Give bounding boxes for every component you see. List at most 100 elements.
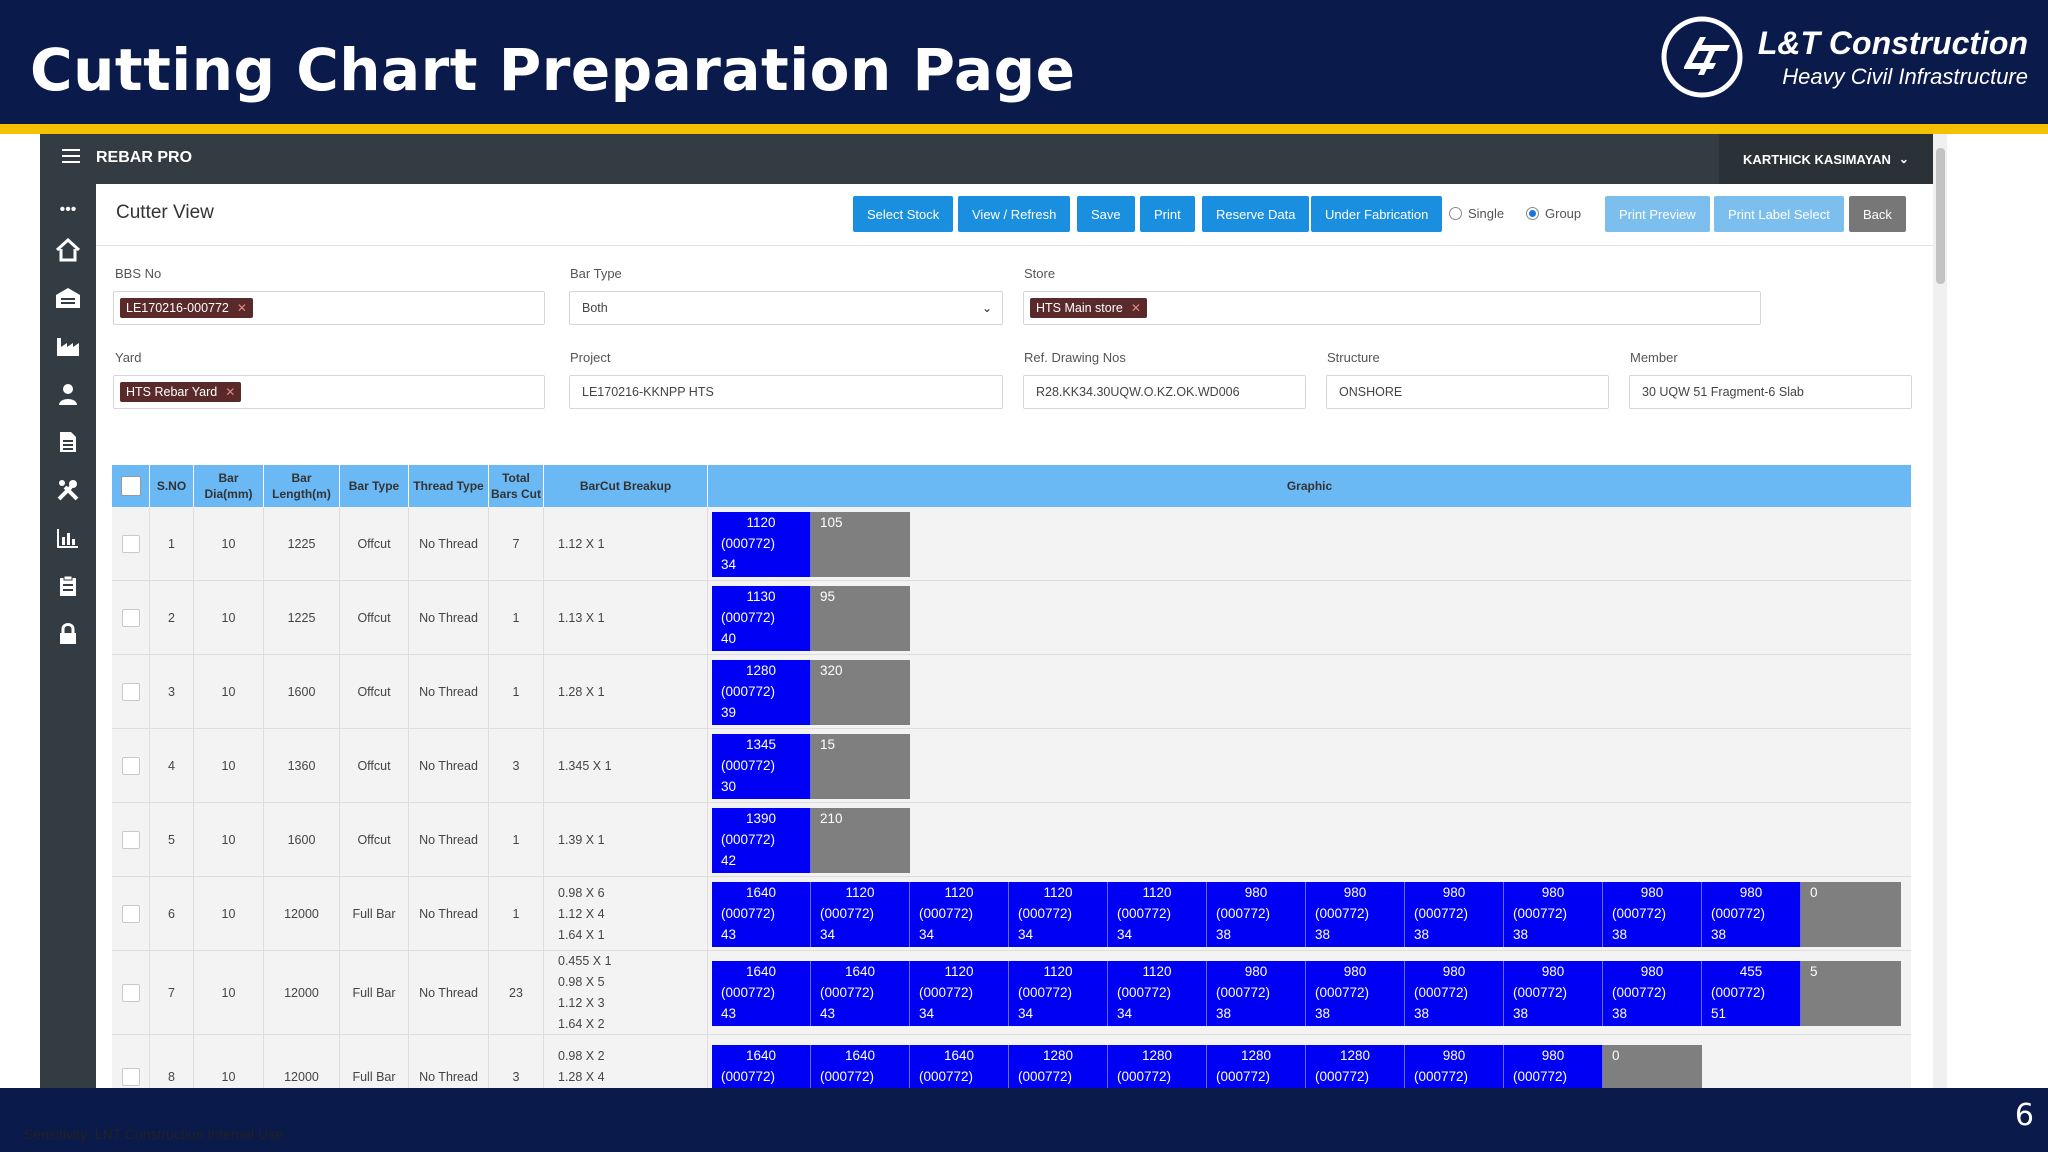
cut-segment[interactable]: 980(000772)38 (1306, 882, 1405, 947)
cut-segment[interactable]: 1640(000772)43 (910, 1045, 1009, 1088)
clipboard-icon[interactable] (40, 568, 96, 604)
row-checkbox[interactable] (121, 831, 140, 849)
cut-segment[interactable]: 980(000772)38 (1504, 961, 1603, 1026)
table-row[interactable]: 3 10 1600 Offcut No Thread 1 1.28 X 1 1280 (0007… (112, 655, 1911, 729)
row-checkbox[interactable] (121, 1068, 140, 1086)
project-field[interactable]: LE170216-KKNPP HTS (569, 375, 1003, 409)
cut-segment[interactable]: 980(000772)38 (1405, 882, 1504, 947)
cut-segment[interactable]: 1640(000772)43 (712, 961, 811, 1026)
cut-segment[interactable]: 1280(000772)39 (1009, 1045, 1108, 1088)
member-field[interactable]: 30 UQW 51 Fragment-6 Slab (1629, 375, 1912, 409)
table-row[interactable]: 2 10 1225 Offcut No Thread 1 1.13 X 1 1130 (0007… (112, 581, 1911, 655)
remove-chip-icon[interactable]: ✕ (1130, 301, 1141, 315)
print-label-select-button[interactable]: Print Label Select (1714, 196, 1844, 232)
cut-segment[interactable]: 1120 (000772) 34 (1108, 882, 1207, 947)
document-icon[interactable] (40, 424, 96, 460)
cut-segment[interactable]: 1280(000772)39 (1207, 1045, 1306, 1088)
cut-segment[interactable]: 1640(000772)43 (811, 961, 910, 1026)
print-button[interactable]: Print (1140, 196, 1195, 232)
cut-segment[interactable]: 1120 (000772) 34 (811, 882, 910, 947)
cut-segment[interactable]: 980(000772)38 (1504, 1045, 1603, 1088)
waste-segment[interactable]: 105 (811, 512, 910, 577)
remove-chip-icon[interactable]: ✕ (236, 301, 247, 315)
cut-segment[interactable]: 1120 (000772) 34 (910, 882, 1009, 947)
factory-icon[interactable] (40, 328, 96, 364)
cut-segment[interactable]: 1280(000772)39 (712, 660, 811, 725)
lock-icon[interactable] (40, 616, 96, 652)
cut-segment[interactable]: 1640(000772)43 (712, 882, 811, 947)
cut-segment[interactable]: 1120 (000772) 34 (1009, 882, 1108, 947)
table-row[interactable]: 4 10 1360 Offcut No Thread 3 1.345 X 1 1345 (000… (112, 729, 1911, 803)
hamburger-menu-icon[interactable] (62, 149, 80, 165)
ref-drawing-field[interactable]: R28.KK34.30UQW.O.KZ.OK.WD006 (1023, 375, 1306, 409)
cut-segment[interactable]: 980(000772)38 (1603, 961, 1702, 1026)
cut-segment[interactable]: 1640(000772)43 (712, 1045, 811, 1088)
waste-segment[interactable]: 210 (811, 808, 910, 873)
waste-segment[interactable]: 0 (1801, 882, 1901, 947)
select-stock-button[interactable]: Select Stock (853, 196, 954, 232)
vertical-scrollbar[interactable] (1933, 134, 1947, 1088)
user-icon[interactable] (40, 376, 96, 412)
save-button[interactable]: Save (1077, 196, 1135, 232)
row-checkbox[interactable] (121, 609, 140, 627)
table-row[interactable]: 7 10 12000 Full Bar No Thread 23 0.455 X 1 0.98… (112, 951, 1911, 1035)
row-checkbox[interactable] (121, 535, 140, 553)
reserve-data-button[interactable]: Reserve Data (1202, 196, 1310, 232)
row-checkbox[interactable] (121, 757, 140, 775)
store-field[interactable]: HTS Main store ✕ (1023, 291, 1761, 325)
cut-segment[interactable]: 980(000772)38 (1405, 1045, 1504, 1088)
back-button[interactable]: Back (1849, 196, 1906, 232)
cut-segment[interactable]: 1120 (000772) 34 (1108, 961, 1207, 1026)
table-row[interactable]: 1 10 1225 Offcut No Thread 7 1.12 X 1 1120 (0007… (112, 507, 1911, 581)
group-radio[interactable]: Group (1526, 206, 1581, 221)
warehouse-icon[interactable] (40, 280, 96, 316)
row-checkbox[interactable] (121, 984, 140, 1002)
cut-segment[interactable]: 980(000772)38 (1702, 882, 1801, 947)
cut-segment[interactable]: 1120 (000772) 34 (910, 961, 1009, 1026)
bar-type-select[interactable]: Both ⌄ (569, 291, 1003, 325)
cut-segment[interactable]: 1280(000772)39 (1108, 1045, 1207, 1088)
user-menu[interactable]: KARTHICK KASIMAYAN ⌄ (1719, 134, 1933, 184)
cut-segment[interactable]: 1345 (000772) 30 (712, 734, 811, 799)
row-checkbox[interactable] (121, 905, 140, 923)
cut-segment[interactable]: 980(000772)38 (1207, 961, 1306, 1026)
scrollbar-thumb[interactable] (1936, 148, 1945, 284)
waste-segment[interactable]: 95 (811, 586, 910, 651)
cut-segment[interactable]: 980(000772)38 (1603, 882, 1702, 947)
table-row[interactable]: 5 10 1600 Offcut No Thread 1 1.39 X 1 1390 (0007… (112, 803, 1911, 877)
cut-segment[interactable]: 1280(000772)39 (1306, 1045, 1405, 1088)
cut-segment[interactable]: 980(000772)38 (1207, 882, 1306, 947)
bbs-no-field[interactable]: LE170216-000772 ✕ (113, 291, 545, 325)
tools-icon[interactable] (40, 472, 96, 508)
structure-field[interactable]: ONSHORE (1326, 375, 1609, 409)
cut-segment[interactable]: 980(000772)38 (1504, 882, 1603, 947)
member-value: 30 UQW 51 Fragment-6 Slab (1642, 385, 1804, 399)
cut-segment[interactable]: 455 (000772) 51 (1702, 961, 1801, 1026)
cell-bar-type: Full Bar (340, 877, 409, 951)
cut-segment[interactable]: 1640(000772)43 (811, 1045, 910, 1088)
yard-field[interactable]: HTS Rebar Yard ✕ (113, 375, 545, 409)
waste-segment[interactable]: 15 (811, 734, 910, 799)
cut-segment[interactable]: 980(000772)38 (1306, 961, 1405, 1026)
single-radio[interactable]: Single (1449, 206, 1504, 221)
remove-chip-icon[interactable]: ✕ (225, 385, 236, 399)
row-checkbox[interactable] (121, 683, 140, 701)
print-preview-button[interactable]: Print Preview (1605, 196, 1710, 232)
cut-segment[interactable]: 980(000772)38 (1405, 961, 1504, 1026)
table-row[interactable]: 8 10 12000 Full Bar No Thread 3 0.98 X 2 1.28 X… (112, 1035, 1911, 1088)
select-all-checkbox[interactable] (120, 476, 141, 496)
waste-segment[interactable]: 5 (1801, 961, 1901, 1026)
cut-segment[interactable]: 1120 (000772) 34 (712, 512, 811, 577)
more-icon[interactable]: ••• (59, 201, 77, 218)
bar-chart-icon[interactable] (40, 520, 96, 556)
group-radio-label: Group (1545, 206, 1582, 221)
cut-segment[interactable]: 1130 (000772) 40 (712, 586, 811, 651)
under-fabrication-button[interactable]: Under Fabrication (1311, 196, 1443, 232)
table-row[interactable]: 6 10 12000 Full Bar No Thread 1 0.98 X 6 1.12 X… (112, 877, 1911, 951)
cut-segment[interactable]: 1390 (000772) 42 (712, 808, 811, 873)
home-icon[interactable] (40, 232, 96, 268)
view-refresh-button[interactable]: View / Refresh (958, 196, 1071, 232)
waste-segment[interactable]: 320 (811, 660, 910, 725)
cut-segment[interactable]: 1120 (000772) 34 (1009, 961, 1108, 1026)
waste-segment[interactable]: 0 (1603, 1045, 1702, 1088)
